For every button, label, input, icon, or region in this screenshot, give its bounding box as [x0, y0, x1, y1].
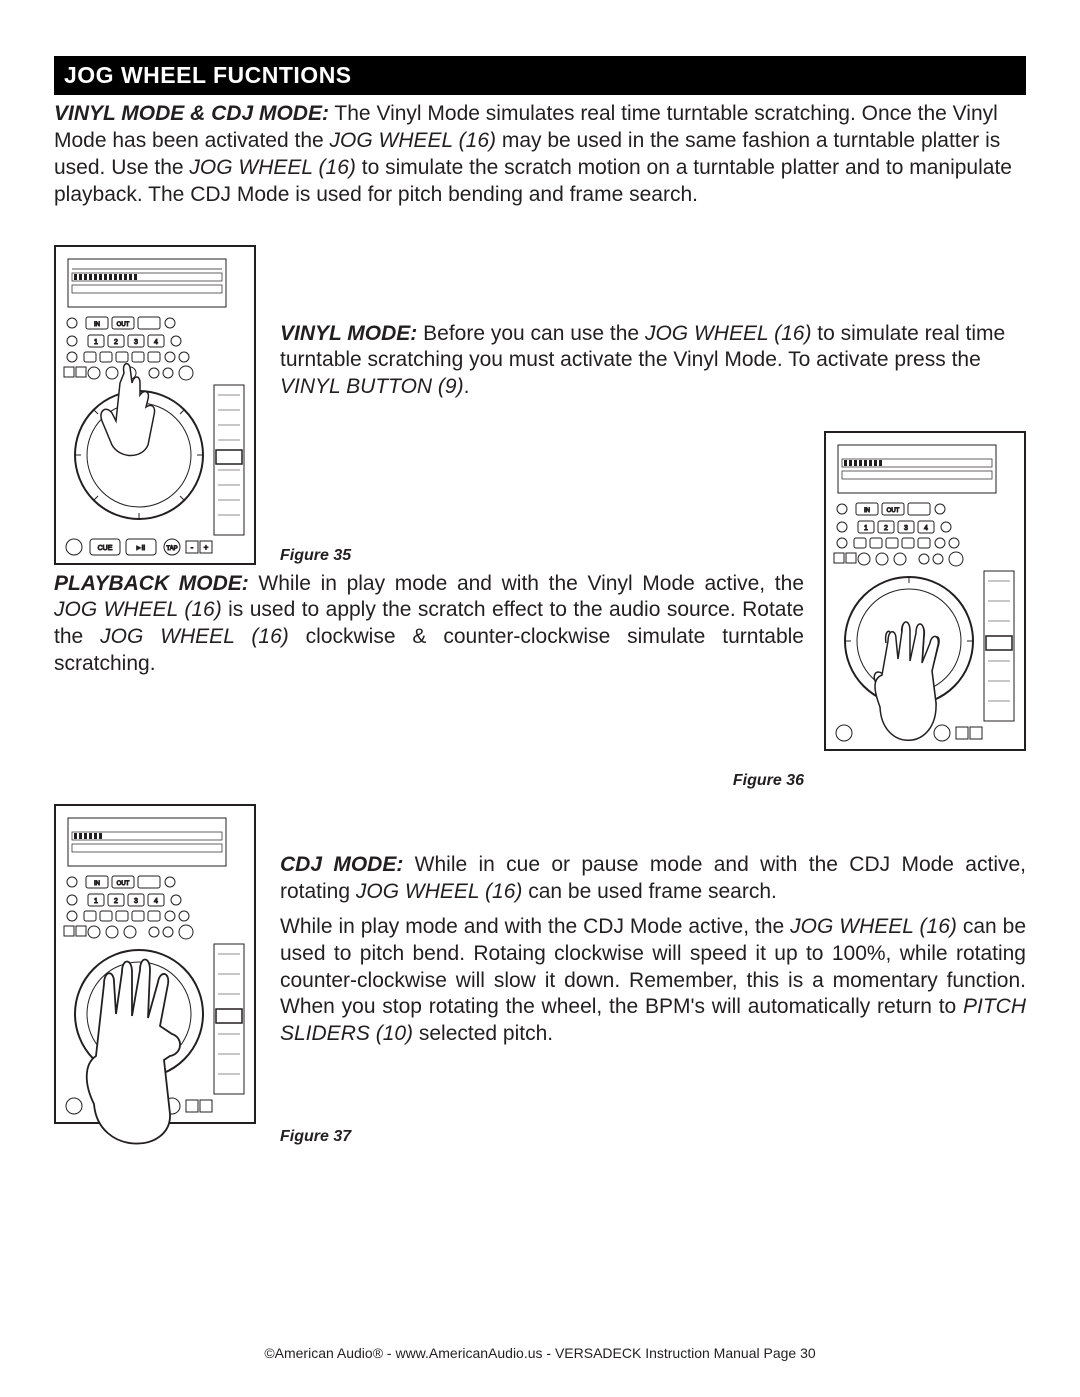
svg-text:3: 3 [904, 525, 908, 532]
playback-jog2: JOG WHEEL (16) [100, 625, 289, 648]
intro-jog2: JOG WHEEL (16) [189, 156, 355, 179]
intro-paragraph: VINYL MODE & CDJ MODE: The Vinyl Mode si… [54, 101, 1026, 209]
section-header: JOG WHEEL FUCNTIONS [54, 56, 1026, 95]
device-illustration-36: IN OUT 1 2 3 4 [824, 431, 1026, 771]
svg-text:3: 3 [134, 898, 138, 905]
svg-text:-: - [191, 543, 194, 552]
device-illustration-37: IN OUT 1 2 3 4 [54, 804, 256, 1164]
svg-text:1: 1 [864, 525, 868, 532]
playback-t1: While in play mode and with the Vinyl Mo… [249, 572, 804, 595]
svg-text:TAP: TAP [166, 546, 177, 552]
playback-lead: PLAYBACK MODE: [54, 572, 249, 595]
figure-35: IN OUT 1 2 3 4 [54, 245, 256, 565]
svg-text:2: 2 [884, 525, 888, 532]
svg-text:1: 1 [94, 339, 98, 346]
svg-text:OUT: OUT [117, 322, 130, 328]
vinyl-lead: VINYL MODE: [280, 322, 417, 345]
cdj-jog1: JOG WHEEL (16) [356, 880, 522, 903]
svg-text:CUE: CUE [98, 545, 113, 552]
svg-text:4: 4 [154, 339, 158, 346]
cdj-lead: CDJ MODE: [280, 853, 403, 876]
page-footer: ©American Audio® - www.AmericanAudio.us … [0, 1345, 1080, 1361]
cdj-t2: can be used frame search. [522, 880, 776, 903]
playback-jog1: JOG WHEEL (16) [54, 598, 222, 621]
intro-jog1: JOG WHEEL (16) [330, 129, 496, 152]
intro-lead: VINYL MODE & CDJ MODE: [54, 102, 329, 125]
svg-text:3: 3 [134, 339, 138, 346]
svg-text:2: 2 [114, 898, 118, 905]
device-illustration-35: IN OUT 1 2 3 4 [54, 245, 256, 565]
vinyl-t1: Before you can use the [417, 322, 645, 345]
svg-text:1: 1 [94, 898, 98, 905]
vinyl-t3: . [464, 375, 470, 398]
figure-37-caption: Figure 37 [280, 1128, 351, 1146]
figure-36-caption: Figure 36 [733, 772, 804, 789]
svg-text:4: 4 [924, 525, 928, 532]
svg-text:4: 4 [154, 898, 158, 905]
vinyl-btn: VINYL BUTTON (9) [280, 375, 464, 398]
svg-text:IN: IN [864, 508, 870, 514]
cdj-paragraph-2: While in play mode and with the CDJ Mode… [280, 914, 1026, 1048]
cdj-paragraph-1: CDJ MODE: While in cue or pause mode and… [280, 852, 1026, 906]
svg-text:▸॥: ▸॥ [137, 543, 146, 552]
figure-35-caption: Figure 35 [280, 547, 351, 565]
svg-text:IN: IN [94, 322, 100, 328]
cdj-p2-t1: While in play mode and with the CDJ Mode… [280, 915, 790, 938]
svg-text:OUT: OUT [887, 508, 900, 514]
cdj-p2-t3: selected pitch. [413, 1022, 553, 1045]
figure-37: IN OUT 1 2 3 4 [54, 804, 256, 1164]
svg-text:IN: IN [94, 881, 100, 887]
svg-text:+: + [204, 543, 209, 552]
playback-paragraph: PLAYBACK MODE: While in play mode and wi… [54, 571, 804, 679]
vinyl-paragraph: VINYL MODE: Before you can use the JOG W… [280, 321, 1026, 402]
figure-36: IN OUT 1 2 3 4 [824, 431, 1026, 771]
svg-text:OUT: OUT [117, 881, 130, 887]
cdj-jog2: JOG WHEEL (16) [790, 915, 957, 938]
svg-text:2: 2 [114, 339, 118, 346]
vinyl-jog: JOG WHEEL (16) [645, 322, 811, 345]
